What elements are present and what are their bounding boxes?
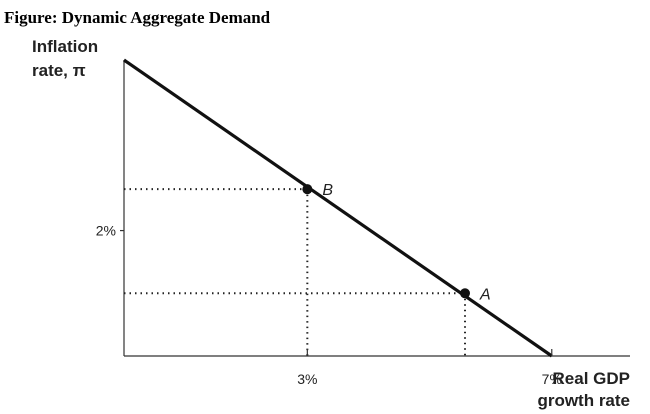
point-label-b: B: [322, 182, 333, 199]
series-line-1: [123, 58, 553, 358]
y-tick-label-2: 2%: [96, 223, 116, 239]
y-axis-label-line1: Inflation: [32, 37, 98, 56]
x-tick-label-3: 3%: [297, 371, 317, 387]
x-axis-label-line1: Real GDP: [553, 369, 630, 388]
x-tick-label-7: 7%: [542, 371, 562, 387]
x-axis-label-line2: growth rate: [537, 391, 630, 410]
point-label-a: A: [479, 286, 491, 303]
point-b: [302, 184, 313, 195]
y-axis-label-line2: rate, π: [32, 61, 86, 80]
figure-title: Figure: Dynamic Aggregate Demand: [4, 8, 271, 27]
point-a: [460, 288, 470, 299]
